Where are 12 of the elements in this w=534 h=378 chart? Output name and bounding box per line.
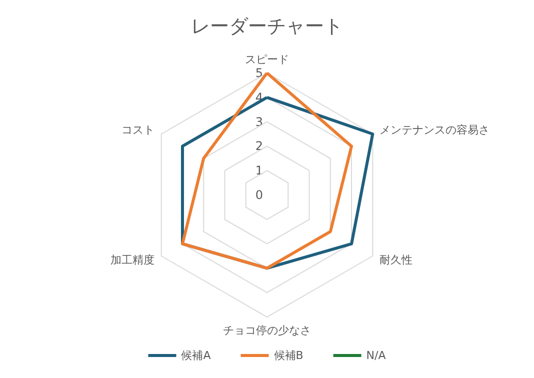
spoke-label: 耐久性	[380, 254, 413, 266]
spoke-label: チョコ停の少なさ	[223, 324, 311, 337]
spoke-label: 加工精度	[110, 254, 154, 266]
y-tick-label: 5	[255, 66, 263, 80]
spoke-label: メンテナンスの容易さ	[380, 124, 490, 136]
legend-label: N/A	[366, 349, 386, 362]
spoke-label: スピード	[245, 53, 289, 66]
legend-label: 候補B	[274, 349, 304, 362]
chart-title: レーダーチャート	[191, 16, 343, 38]
legend-label: 候補A	[181, 349, 212, 362]
spoke-label: コスト	[121, 124, 154, 136]
y-tick-label: 0	[255, 188, 263, 202]
